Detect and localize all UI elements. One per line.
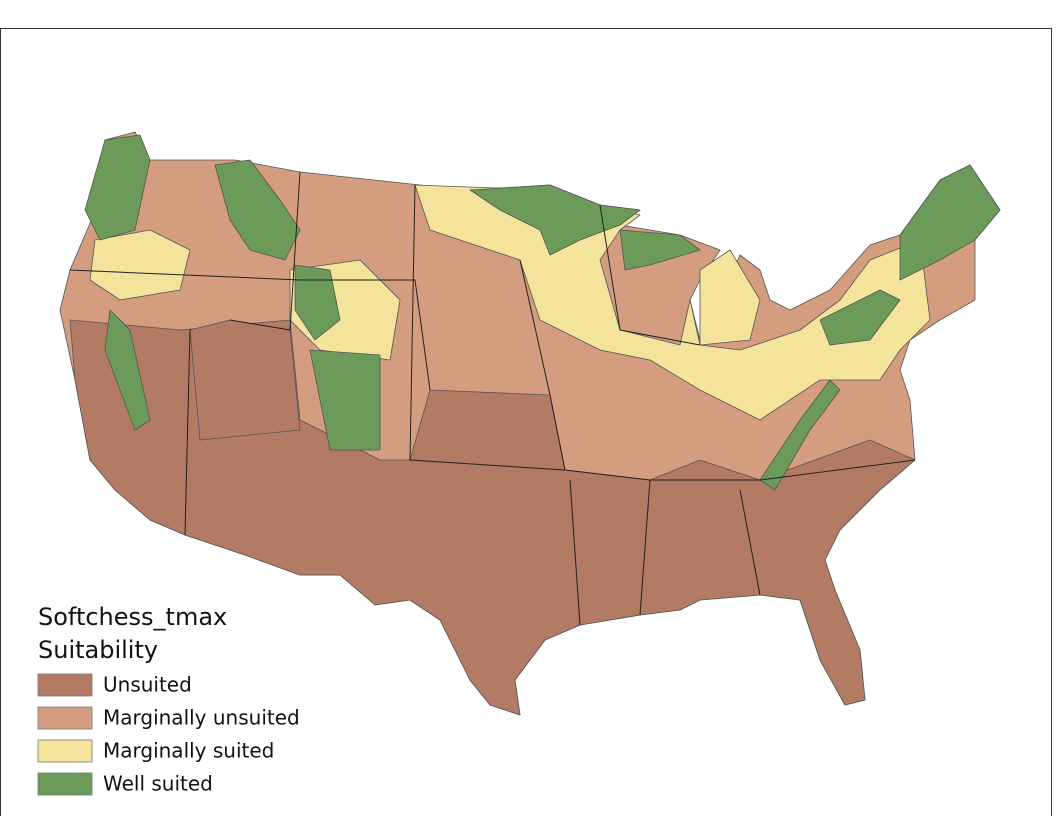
- region-marginally-suited: [699, 249, 761, 346]
- region-well-suited: [899, 164, 1001, 281]
- legend-label: Marginally unsuited: [103, 706, 300, 730]
- legend-label: Well suited: [103, 772, 213, 796]
- legend-swatch: [37, 739, 93, 763]
- region-unsuited: [189, 319, 301, 441]
- legend-label: Unsuited: [103, 673, 192, 697]
- legend-swatch: [37, 706, 93, 730]
- region-well-suited: [84, 134, 151, 241]
- map: [59, 131, 1001, 716]
- region-marginally-suited: [414, 184, 931, 421]
- region-well-suited: [104, 309, 151, 431]
- region-well-suited: [294, 264, 341, 341]
- region-well-suited: [469, 184, 641, 256]
- legend-title: Suitability: [38, 636, 158, 664]
- region-well-suited: [309, 349, 381, 451]
- legend: Softchess_tmax Suitability Unsuited Margi…: [37, 603, 300, 796]
- region-well-suited: [214, 159, 301, 261]
- legend-swatch: [37, 673, 93, 697]
- region-well-suited: [819, 289, 901, 346]
- state-borders: [69, 171, 916, 626]
- legend-swatch: [37, 772, 93, 796]
- region-well-suited: [759, 379, 841, 491]
- region-marginally-suited: [89, 229, 191, 301]
- legend-title: Softchess_tmax: [38, 603, 227, 631]
- region-well-suited: [619, 229, 701, 271]
- legend-label: Marginally suited: [103, 739, 274, 763]
